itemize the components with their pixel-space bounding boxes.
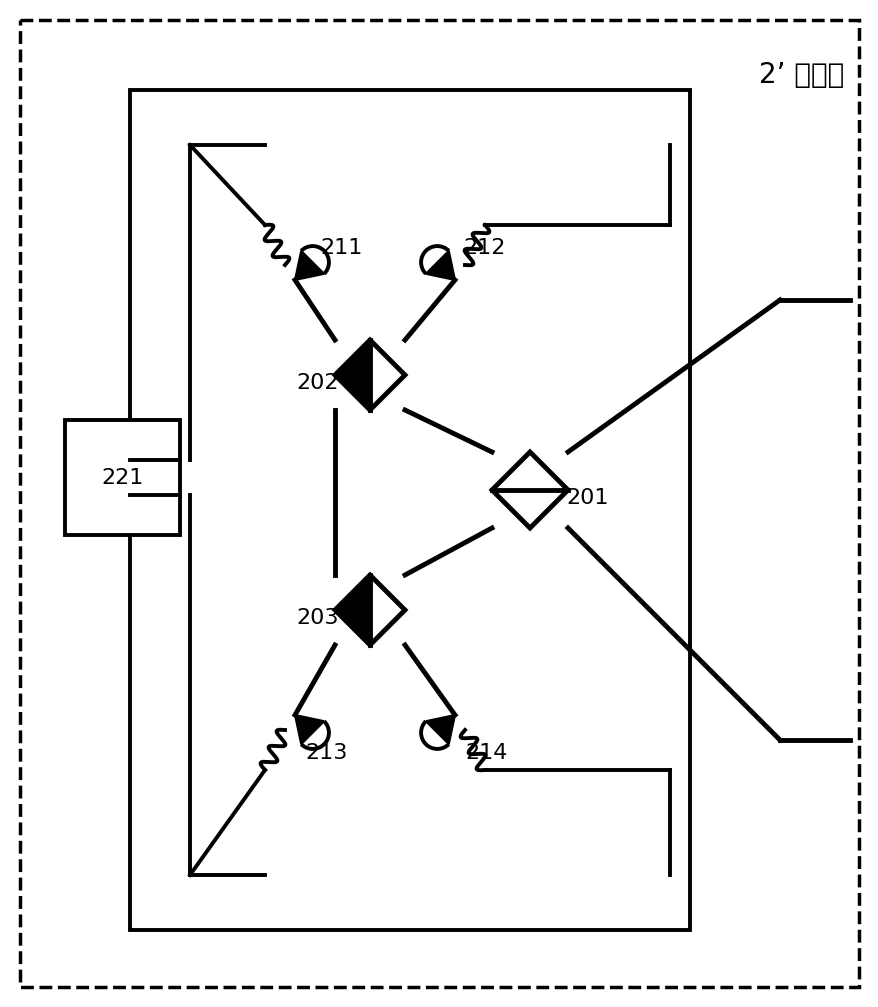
Text: 212: 212 xyxy=(463,238,505,258)
Polygon shape xyxy=(492,452,567,528)
Polygon shape xyxy=(295,715,324,744)
Polygon shape xyxy=(335,575,370,645)
Bar xyxy=(65,420,180,535)
Polygon shape xyxy=(295,251,324,280)
Polygon shape xyxy=(335,340,370,410)
Polygon shape xyxy=(370,575,405,645)
Polygon shape xyxy=(370,340,405,410)
Text: 211: 211 xyxy=(320,238,362,258)
Polygon shape xyxy=(425,715,455,744)
Text: 2’ 测量件: 2’ 测量件 xyxy=(758,61,843,89)
Polygon shape xyxy=(425,251,455,280)
Text: 221: 221 xyxy=(101,467,143,487)
Text: 203: 203 xyxy=(297,608,339,628)
Text: 201: 201 xyxy=(566,488,608,508)
Bar xyxy=(130,90,689,930)
Text: 214: 214 xyxy=(464,743,507,763)
Text: 202: 202 xyxy=(297,373,339,393)
Text: 213: 213 xyxy=(305,743,347,763)
